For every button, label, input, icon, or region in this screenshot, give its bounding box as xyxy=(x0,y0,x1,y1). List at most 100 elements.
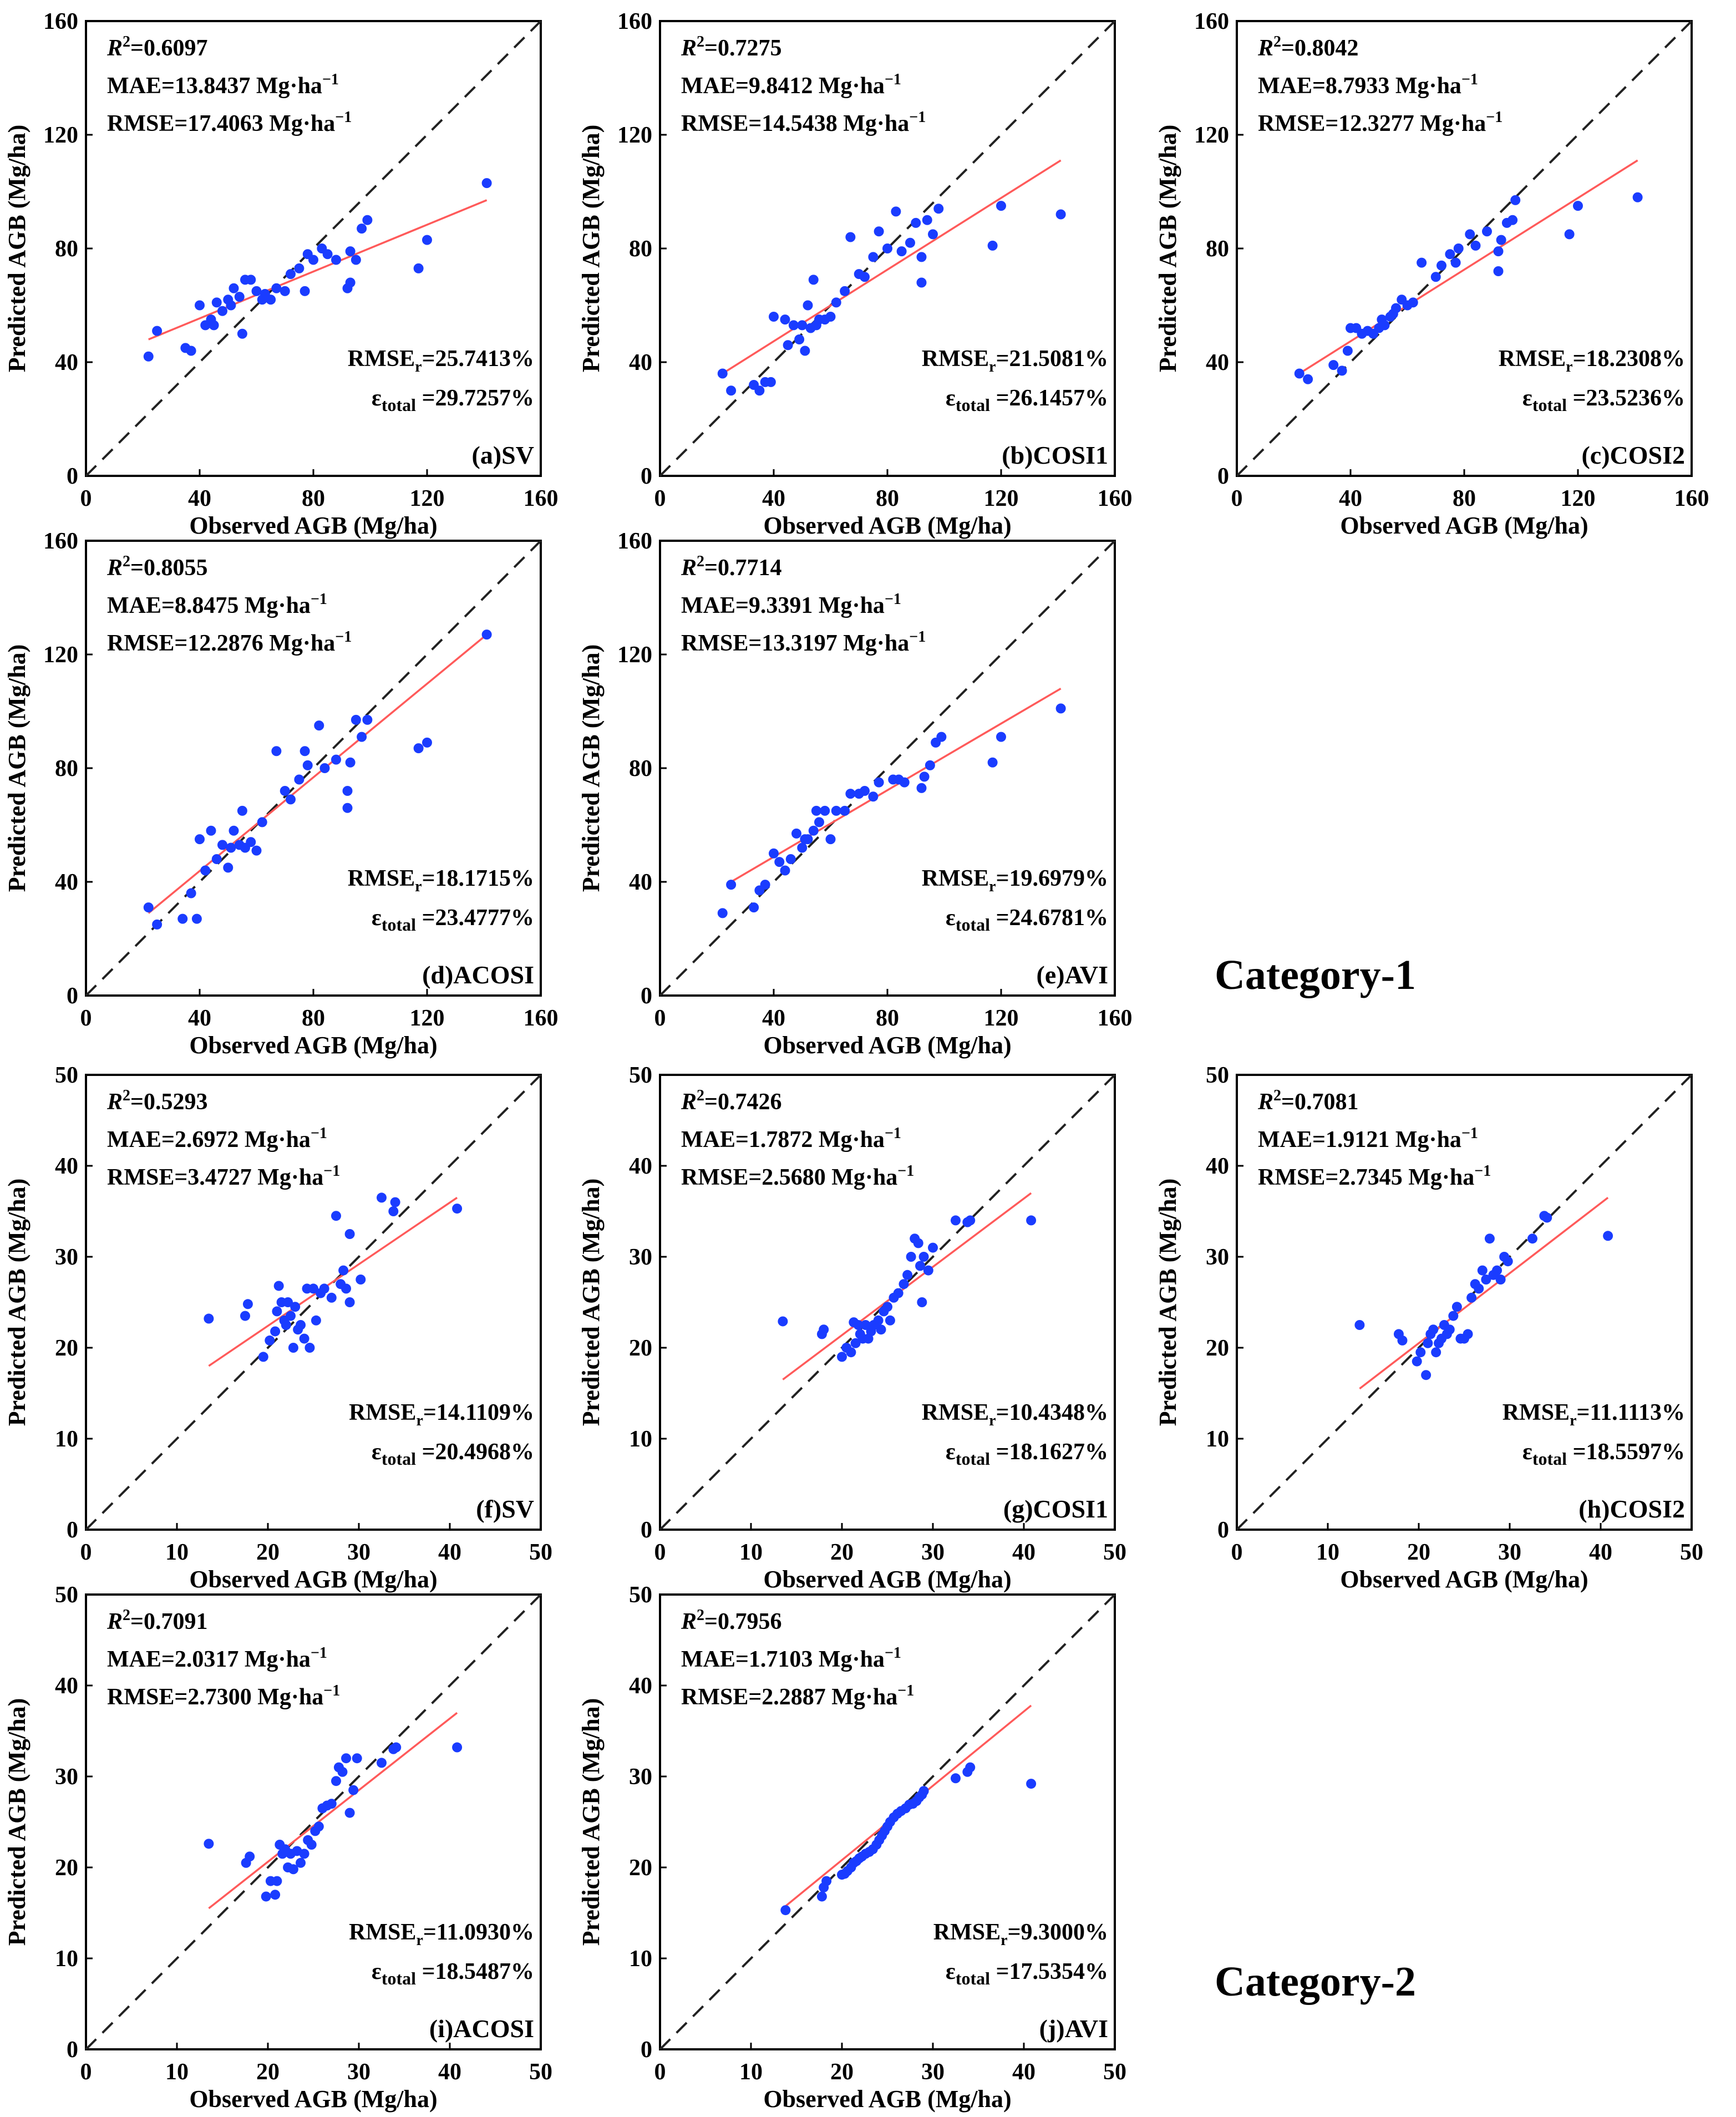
data-point xyxy=(294,263,304,273)
scatter-panel-bcosi1: 00 40 40 80 80 120 120 160 160 Observed AGB (Mg/h… xyxy=(577,9,1133,539)
rmse-r-text: RMSEr=25.7413% xyxy=(348,346,534,375)
x-tick-label: 40 xyxy=(1012,1540,1035,1565)
y-tick-label: 10 xyxy=(55,1946,78,1972)
y-tick-label: 10 xyxy=(629,1426,652,1452)
y-tick-label: 160 xyxy=(43,9,78,34)
y-tick-label: 120 xyxy=(617,642,652,668)
x-tick-label: 160 xyxy=(1098,486,1133,511)
panel-label: (c)COSI2 xyxy=(1581,441,1685,469)
one-to-one-line xyxy=(85,540,542,997)
data-point xyxy=(922,215,932,225)
data-point xyxy=(1493,246,1504,257)
data-point xyxy=(357,224,367,234)
data-point xyxy=(845,232,856,242)
data-point xyxy=(873,1315,884,1326)
x-axis-label: Observed AGB (Mg/ha) xyxy=(763,1566,1011,1593)
data-point xyxy=(1397,1335,1408,1346)
data-point xyxy=(896,246,907,257)
x-tick-label: 50 xyxy=(1103,2059,1126,2085)
rmse-text: RMSE=14.5438 Mg·ha−1 xyxy=(681,109,926,136)
r2-superscript: 2 xyxy=(697,33,704,50)
x-tick-label: 50 xyxy=(529,2059,552,2085)
rmse-value: RMSE=17.4063 Mg·ha xyxy=(107,111,335,136)
y-tick-label: 0 xyxy=(641,1517,652,1543)
rmse-r-prefix: RMSE xyxy=(349,1920,416,1945)
x-axis-label: Observed AGB (Mg/ha) xyxy=(189,2085,437,2113)
e-total-text: εtotal =29.7257% xyxy=(372,385,534,415)
data-point xyxy=(918,1786,929,1796)
data-point xyxy=(1603,1231,1613,1241)
r2-symbol: R xyxy=(1257,1089,1273,1115)
y-tick-label: 40 xyxy=(55,1673,78,1699)
rmse-r-subscript: r xyxy=(416,1932,423,1949)
rmse-r-value: =18.1715% xyxy=(422,866,534,891)
data-point xyxy=(344,1297,355,1307)
data-point xyxy=(808,825,819,836)
e-total-text: εtotal =20.4968% xyxy=(372,1439,534,1469)
r2-text: R2=0.7081 xyxy=(1257,1087,1358,1115)
mae-text: MAE=13.8437 Mg·ha−1 xyxy=(107,71,339,99)
data-point xyxy=(1542,1212,1552,1223)
x-tick-label: 10 xyxy=(165,2059,189,2085)
data-point xyxy=(195,300,205,311)
e-total-subscript: total xyxy=(382,915,416,935)
x-axis-label: Observed AGB (Mg/ha) xyxy=(763,512,1011,539)
data-point xyxy=(351,255,361,265)
data-point xyxy=(749,902,759,913)
r2-value: =0.7426 xyxy=(704,1089,781,1115)
one-to-one-line xyxy=(85,1074,542,1531)
x-tick-label: 20 xyxy=(830,1540,854,1565)
data-point xyxy=(234,292,245,302)
rmse-r-prefix: RMSE xyxy=(933,1920,1001,1945)
r2-text: R2=0.7275 xyxy=(681,33,781,61)
e-total-symbol: ε xyxy=(372,1959,382,1984)
data-point xyxy=(422,737,432,748)
data-point xyxy=(1342,346,1353,356)
rmse-unit-exp: −1 xyxy=(323,1162,340,1180)
data-point xyxy=(271,283,282,293)
y-axis-label: Predicted AGB (Mg/ha) xyxy=(577,1179,605,1426)
data-point xyxy=(1466,1292,1477,1303)
mae-text: MAE=1.9121 Mg·ha−1 xyxy=(1258,1125,1478,1153)
one-to-one-line xyxy=(659,20,1116,477)
rmse-r-subscript: r xyxy=(415,878,422,895)
rmse-unit-exp: −1 xyxy=(335,109,352,126)
x-tick-label: 40 xyxy=(188,1006,211,1031)
data-point xyxy=(195,834,205,845)
y-tick-label: 80 xyxy=(629,236,652,262)
data-point xyxy=(152,919,163,930)
mae-value: MAE=9.3391 Mg·ha xyxy=(681,593,885,618)
data-point xyxy=(326,1292,337,1303)
data-point xyxy=(803,834,813,845)
r2-superscript: 2 xyxy=(123,1087,130,1104)
data-point xyxy=(905,237,915,248)
e-total-text: εtotal =23.5236% xyxy=(1522,385,1685,415)
y-tick-label: 20 xyxy=(629,1336,652,1361)
data-point xyxy=(778,1316,788,1327)
x-tick-label: 120 xyxy=(984,1006,1019,1031)
scatter-panel-gcosi1: 00 10 10 20 20 30 30 40 40 50 50 Observed AGB (Mg/h… xyxy=(577,1063,1126,1593)
r2-superscript: 2 xyxy=(1273,1087,1281,1104)
y-tick-label: 160 xyxy=(617,529,652,554)
data-point xyxy=(286,1311,296,1321)
data-point xyxy=(1328,360,1339,370)
data-point xyxy=(377,1758,387,1768)
rmse-text: RMSE=2.5680 Mg·ha−1 xyxy=(681,1162,914,1190)
r2-symbol: R xyxy=(106,1609,123,1634)
data-point xyxy=(362,215,373,225)
data-point xyxy=(1445,249,1455,260)
data-point xyxy=(357,732,367,742)
scatter-panel-dacosi: 00 40 40 80 80 120 120 160 160 Observed AGB (Mg/h… xyxy=(3,529,559,1059)
data-point xyxy=(1465,229,1475,240)
e-total-text: εtotal =26.1457% xyxy=(946,385,1108,415)
rmse-r-prefix: RMSE xyxy=(348,866,415,891)
data-point xyxy=(965,1762,976,1773)
data-point xyxy=(319,763,330,773)
rmse-r-text: RMSEr=19.6979% xyxy=(922,866,1108,895)
data-point xyxy=(717,368,728,379)
e-total-value: =26.1457% xyxy=(990,385,1108,411)
y-axis-label: Predicted AGB (Mg/ha) xyxy=(577,125,605,372)
r2-symbol: R xyxy=(106,1089,123,1115)
data-point xyxy=(1055,209,1066,220)
data-point xyxy=(917,1297,927,1307)
